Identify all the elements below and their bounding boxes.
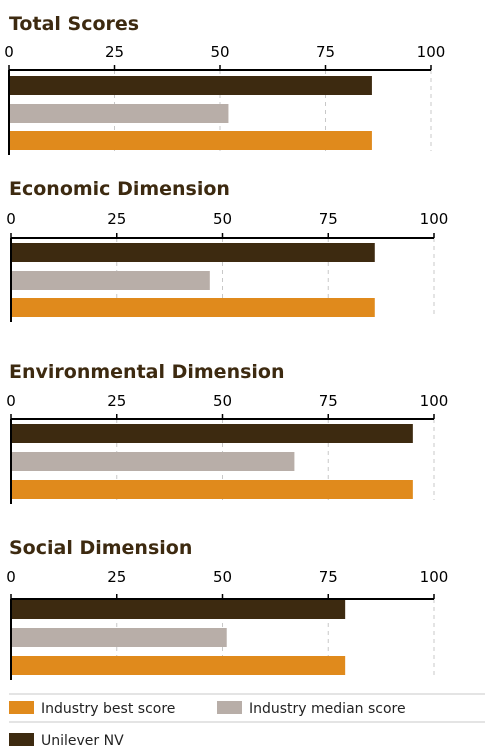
panel-title: Total Scores — [9, 13, 139, 35]
bar-industry-median-score — [11, 628, 227, 647]
tick-label: 0 — [6, 392, 16, 410]
tick-label: 75 — [319, 210, 338, 228]
bar-industry-best-score — [11, 298, 375, 317]
tick-label: 100 — [417, 43, 446, 61]
bar-industry-best-score — [9, 131, 372, 150]
tick-label: 50 — [210, 43, 229, 61]
legend-swatch — [9, 701, 34, 714]
legend-label: Unilever NV — [41, 733, 124, 747]
tick-label: 75 — [316, 43, 335, 61]
tick-label: 100 — [420, 568, 449, 586]
tick-label: 50 — [213, 210, 232, 228]
tick-label: 0 — [4, 43, 14, 61]
tick-label: 25 — [107, 568, 126, 586]
legend-swatch — [217, 701, 242, 714]
tick-label: 25 — [105, 43, 124, 61]
tick-label: 75 — [319, 392, 338, 410]
tick-label: 50 — [213, 392, 232, 410]
panel-title: Social Dimension — [9, 537, 192, 559]
bar-unilever-nv — [11, 424, 413, 443]
tick-label: 25 — [107, 392, 126, 410]
legend-label: Industry median score — [249, 701, 406, 717]
tick-label: 0 — [6, 210, 16, 228]
bar-industry-best-score — [11, 480, 413, 499]
tick-label: 75 — [319, 568, 338, 586]
panel-title: Economic Dimension — [9, 178, 230, 200]
legend-swatch — [9, 733, 34, 746]
legend-label: Industry best score — [41, 701, 175, 717]
bar-unilever-nv — [11, 243, 375, 262]
panel-title: Environmental Dimension — [9, 361, 285, 383]
bar-unilever-nv — [9, 76, 372, 95]
tick-label: 50 — [213, 568, 232, 586]
tick-label: 25 — [107, 210, 126, 228]
bar-industry-best-score — [11, 656, 346, 675]
bar-industry-median-score — [11, 271, 210, 290]
bar-industry-median-score — [9, 104, 229, 123]
tick-label: 0 — [6, 568, 16, 586]
tick-label: 100 — [420, 210, 449, 228]
bar-industry-median-score — [11, 452, 295, 471]
bar-unilever-nv — [11, 600, 346, 619]
tick-label: 100 — [420, 392, 449, 410]
